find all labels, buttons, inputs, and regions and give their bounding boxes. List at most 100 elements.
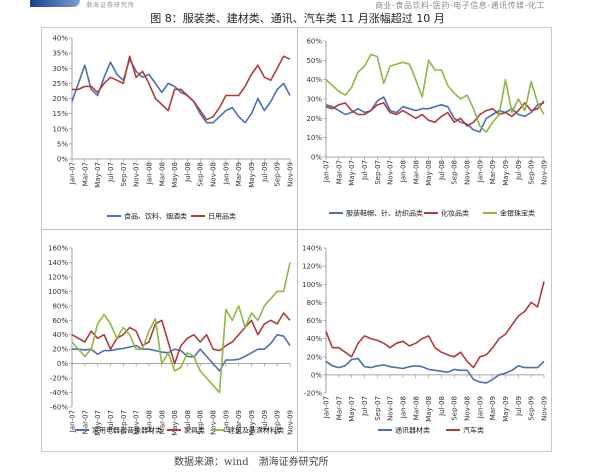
x-tick-label: Jan-07 bbox=[323, 396, 331, 419]
x-tick-label: Jul-09 bbox=[261, 162, 269, 183]
x-tick-label: Jul-08 bbox=[184, 162, 192, 183]
x-tick-label: Nov-08 bbox=[464, 160, 472, 185]
figure-frame bbox=[41, 27, 552, 452]
x-tick-label: Sep-08 bbox=[451, 160, 459, 185]
x-tick-label: May-07 bbox=[348, 160, 356, 186]
y-tick-label: 20% bbox=[306, 353, 322, 361]
y-tick-label: 5% bbox=[57, 140, 68, 148]
x-tick-label: Jul-07 bbox=[361, 396, 369, 417]
y-tick-label: 20% bbox=[306, 115, 322, 123]
y-tick-label: 20% bbox=[52, 346, 68, 354]
x-tick-label: May-07 bbox=[348, 396, 356, 422]
x-tick-label: Jul-07 bbox=[107, 162, 115, 183]
y-tick-label: 20% bbox=[52, 95, 68, 103]
x-tick-label: Mar-08 bbox=[158, 162, 166, 186]
series-line-2 bbox=[72, 55, 291, 121]
series-line-2 bbox=[325, 100, 545, 127]
y-tick-label: 40% bbox=[52, 331, 68, 339]
x-tick-label: Nov-08 bbox=[464, 396, 472, 421]
y-tick-label: 40% bbox=[306, 76, 322, 84]
x-tick-label: Mar-09 bbox=[489, 396, 497, 420]
x-tick-label: Sep-09 bbox=[274, 410, 282, 435]
legend-label-1: 服装鞋帽、针、纺织品类 bbox=[346, 209, 423, 218]
x-tick-label: Nov-07 bbox=[387, 396, 395, 421]
y-tick-label: 30% bbox=[306, 96, 322, 104]
x-tick-label: Nov-07 bbox=[387, 160, 395, 185]
series-line-3 bbox=[325, 53, 545, 133]
x-tick-label: Mar-08 bbox=[158, 410, 166, 434]
x-tick-label: Nov-07 bbox=[133, 162, 141, 187]
x-tick-label: Mar-08 bbox=[412, 160, 420, 184]
header-note: 商业-食品饮料-医药-电子信息-通讯传媒-化工 bbox=[375, 1, 545, 10]
x-tick-label: Jul-09 bbox=[515, 396, 523, 417]
x-tick-label: Jan-09 bbox=[476, 160, 484, 183]
legend-label-2: 汽车类 bbox=[463, 426, 484, 435]
x-tick-label: Mar-07 bbox=[81, 410, 89, 434]
y-tick-label: 140% bbox=[302, 245, 322, 253]
x-tick-label: Sep-08 bbox=[451, 396, 459, 421]
x-tick-label: Nov-09 bbox=[287, 162, 295, 187]
panel-divider-horizontal bbox=[41, 229, 551, 230]
y-tick-label: 80% bbox=[52, 302, 68, 310]
chart-panel-2: 0% 10% 20% 30% 40% 50% 60% Jan-07 Mar-07 May-07 Ju… bbox=[306, 38, 548, 218]
x-tick-label: Jan-08 bbox=[399, 160, 407, 183]
y-tick-label: -40% bbox=[50, 389, 68, 397]
x-tick-label: Sep-07 bbox=[120, 410, 128, 435]
x-tick-label: Sep-07 bbox=[120, 162, 128, 187]
legend-label-2: 家具类 bbox=[184, 426, 205, 435]
y-tick-label: 40% bbox=[306, 335, 322, 343]
y-tick-label: 60% bbox=[52, 317, 68, 325]
y-tick-label: 140% bbox=[48, 259, 68, 267]
company-logo bbox=[30, 0, 80, 7]
legend-label-1: 食品、饮料、烟酒类 bbox=[124, 212, 187, 221]
chart-panel-4: -20% 0% 20% 40% 60% 80% 100% 120% 140% Jan-07 Mar-… bbox=[302, 245, 549, 435]
x-tick-label: May-08 bbox=[425, 160, 433, 186]
x-tick-label: May-09 bbox=[248, 162, 256, 188]
series-line-2 bbox=[71, 312, 291, 365]
x-tick-label: Jan-08 bbox=[399, 396, 407, 419]
x-tick-label: Mar-07 bbox=[81, 162, 89, 186]
y-tick-label: 100% bbox=[48, 288, 68, 296]
x-tick-label: Sep-08 bbox=[197, 162, 205, 187]
x-tick-label: Jul-09 bbox=[515, 160, 523, 181]
x-tick-label: May-09 bbox=[502, 396, 510, 422]
y-tick-label: 50% bbox=[306, 57, 322, 65]
y-tick-label: 25% bbox=[52, 80, 68, 88]
legend-label-3: 金银珠宝类 bbox=[500, 209, 535, 218]
series-line-3 bbox=[71, 262, 291, 394]
x-tick-label: Sep-09 bbox=[528, 396, 536, 421]
x-tick-label: May-08 bbox=[171, 162, 179, 188]
y-tick-label: -20% bbox=[304, 390, 322, 398]
x-tick-label: Jan-09 bbox=[476, 396, 484, 419]
x-tick-label: Nov-09 bbox=[287, 410, 295, 435]
y-tick-label: -20% bbox=[50, 375, 68, 383]
legend-label-2: 日用品类 bbox=[208, 212, 236, 221]
y-tick-label: 100% bbox=[302, 281, 322, 289]
y-tick-label: 60% bbox=[306, 38, 322, 46]
x-tick-label: May-07 bbox=[94, 410, 102, 436]
x-tick-label: Jan-07 bbox=[69, 410, 77, 433]
x-tick-label: Mar-09 bbox=[235, 162, 243, 186]
y-tick-label: 10% bbox=[306, 134, 322, 142]
x-tick-label: Sep-07 bbox=[374, 160, 382, 185]
y-tick-label: 80% bbox=[306, 299, 322, 307]
y-tick-label: -60% bbox=[50, 404, 68, 412]
x-tick-label: Sep-09 bbox=[274, 162, 282, 187]
x-tick-label: Mar-07 bbox=[335, 396, 343, 420]
x-tick-label: May-09 bbox=[248, 410, 256, 436]
y-tick-label: 120% bbox=[302, 263, 322, 271]
chart-panel-3: -60% -40% -20% 0% 20% 40% 60% 80% 100% 120% 140% 16… bbox=[48, 245, 295, 436]
x-tick-label: Nov-07 bbox=[133, 410, 141, 435]
x-tick-label: Jul-08 bbox=[438, 396, 446, 417]
y-tick-label: 10% bbox=[52, 125, 68, 133]
data-source-note: 数据来源：wind 渤海证券研究所 bbox=[174, 457, 329, 468]
x-tick-label: Jul-08 bbox=[438, 160, 446, 181]
legend-label-1: 通讯器材类 bbox=[395, 426, 430, 435]
legend-label-2: 化妆品类 bbox=[441, 209, 469, 218]
x-tick-label: Mar-09 bbox=[235, 410, 243, 434]
y-tick-label: 120% bbox=[48, 273, 68, 281]
x-tick-label: Jul-07 bbox=[107, 410, 115, 431]
legend-label-1: 家用电器和音像器材类 bbox=[92, 426, 162, 435]
x-tick-label: Nov-09 bbox=[541, 396, 549, 421]
x-tick-label: Jan-07 bbox=[323, 160, 331, 183]
